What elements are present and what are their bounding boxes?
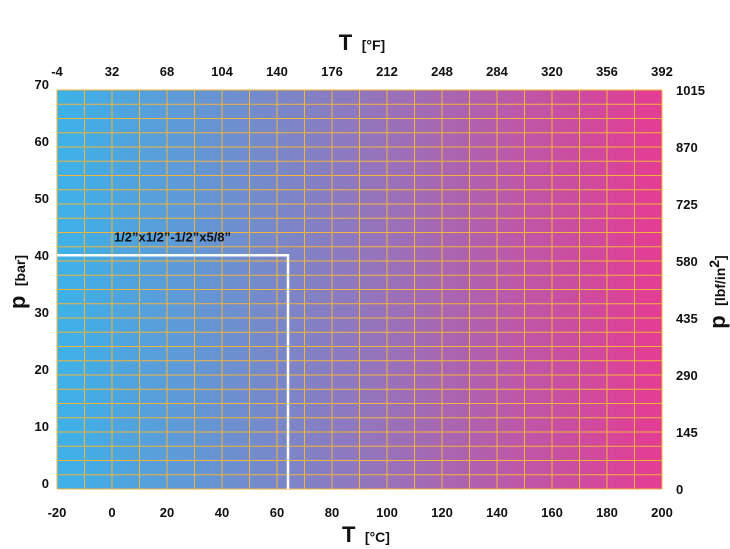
horizontal-gridlines <box>57 89 662 490</box>
y-left-tick-label: 30 <box>35 305 49 320</box>
top-axis-ticks: -4 32 68 104 140 176 212 248 284 320 356 392 <box>51 64 673 79</box>
y-left-tick-label: 0 <box>42 476 49 491</box>
left-axis-ticks: 0 10 20 30 40 50 60 70 <box>35 77 49 491</box>
series-labels: 1/2”x1/2”-1/2”x5/8” <box>114 229 231 244</box>
x-bottom-tick-label: 160 <box>541 505 563 520</box>
x-bottom-tick-label: 120 <box>431 505 453 520</box>
x-top-tick-label: 176 <box>321 64 343 79</box>
x-top-tick-label: 356 <box>596 64 618 79</box>
y-left-tick-label: 50 <box>35 191 49 206</box>
x-top-axis-title: T [°F] <box>339 30 385 55</box>
x-top-tick-label: -4 <box>51 64 63 79</box>
y-right-tick-label: 725 <box>676 197 698 212</box>
x-bottom-tick-label: 0 <box>108 505 115 520</box>
x-top-tick-label: 68 <box>160 64 174 79</box>
series-line <box>57 254 290 489</box>
y-right-tick-label: 580 <box>676 254 698 269</box>
x-top-tick-label: 140 <box>266 64 288 79</box>
y-left-tick-label: 70 <box>35 77 49 92</box>
x-bottom-tick-label: 200 <box>651 505 673 520</box>
x-bottom-tick-label: 140 <box>486 505 508 520</box>
x-top-tick-label: 32 <box>105 64 119 79</box>
y-left-axis-title: p [bar] <box>5 255 30 309</box>
x-top-tick-label: 104 <box>211 64 233 79</box>
y-right-tick-label: 435 <box>676 311 698 326</box>
x-bottom-tick-label: 40 <box>215 505 229 520</box>
x-top-tick-label: 212 <box>376 64 398 79</box>
y-right-tick-label: 1015 <box>676 83 705 98</box>
x-bottom-tick-label: 180 <box>596 505 618 520</box>
x-bottom-tick-label: -20 <box>48 505 67 520</box>
y-right-tick-label: 290 <box>676 368 698 383</box>
y-left-tick-label: 40 <box>35 248 49 263</box>
y-right-tick-label: 0 <box>676 482 683 497</box>
series-lines <box>57 254 290 489</box>
x-bottom-tick-label: 60 <box>270 505 284 520</box>
y-right-axis-title: p [lbf/in2] <box>705 255 730 328</box>
y-right-tick-label: 145 <box>676 425 698 440</box>
x-bottom-tick-label: 80 <box>325 505 339 520</box>
x-top-tick-label: 392 <box>651 64 673 79</box>
y-left-tick-label: 20 <box>35 362 49 377</box>
x-top-tick-label: 320 <box>541 64 563 79</box>
right-axis-ticks: 0 145 290 435 580 725 870 1015 <box>676 83 705 497</box>
x-bottom-tick-label: 20 <box>160 505 174 520</box>
x-bottom-tick-label: 100 <box>376 505 398 520</box>
series-label: 1/2”x1/2”-1/2”x5/8” <box>114 229 231 244</box>
x-top-tick-label: 248 <box>431 64 453 79</box>
y-left-tick-label: 10 <box>35 419 49 434</box>
bottom-axis-ticks: -20 0 20 40 60 80 100 120 140 160 180 200 <box>48 505 673 520</box>
y-left-tick-label: 60 <box>35 134 49 149</box>
x-top-tick-label: 284 <box>486 64 508 79</box>
x-bottom-axis-title: T [°C] <box>342 522 390 547</box>
y-right-tick-label: 870 <box>676 140 698 155</box>
